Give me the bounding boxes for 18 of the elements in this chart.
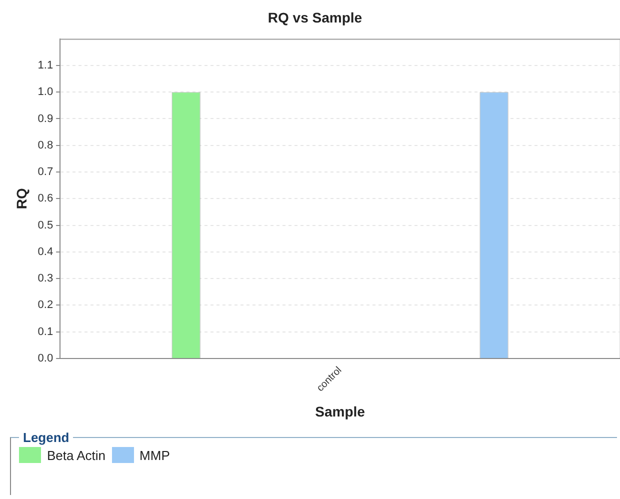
y-tick-label: 1.1 xyxy=(38,59,54,72)
x-axis-title: Sample xyxy=(315,403,366,420)
legend-label: MMP xyxy=(140,448,170,462)
y-tick-label: 0.4 xyxy=(38,246,54,258)
y-tick-label: 0.6 xyxy=(38,192,54,205)
y-tick-label: 0.1 xyxy=(38,326,54,338)
legend-label: Beta Actin xyxy=(47,448,106,462)
y-tick-label: 1.0 xyxy=(38,86,54,98)
y-tick-label: 0.9 xyxy=(38,112,54,125)
y-tick-label: 0.8 xyxy=(38,139,54,152)
chart-title: RQ vs Sample xyxy=(268,9,362,26)
y-tick-label: 0.2 xyxy=(38,299,54,312)
y-tick-label: 0.7 xyxy=(38,166,54,178)
y-tick-label: 0.3 xyxy=(38,272,54,285)
y-tick-label: 0.0 xyxy=(38,352,54,365)
y-tick-label: 0.5 xyxy=(38,219,54,232)
legend-title: Legend xyxy=(22,430,70,445)
y-axis-title: RQ xyxy=(13,188,30,210)
